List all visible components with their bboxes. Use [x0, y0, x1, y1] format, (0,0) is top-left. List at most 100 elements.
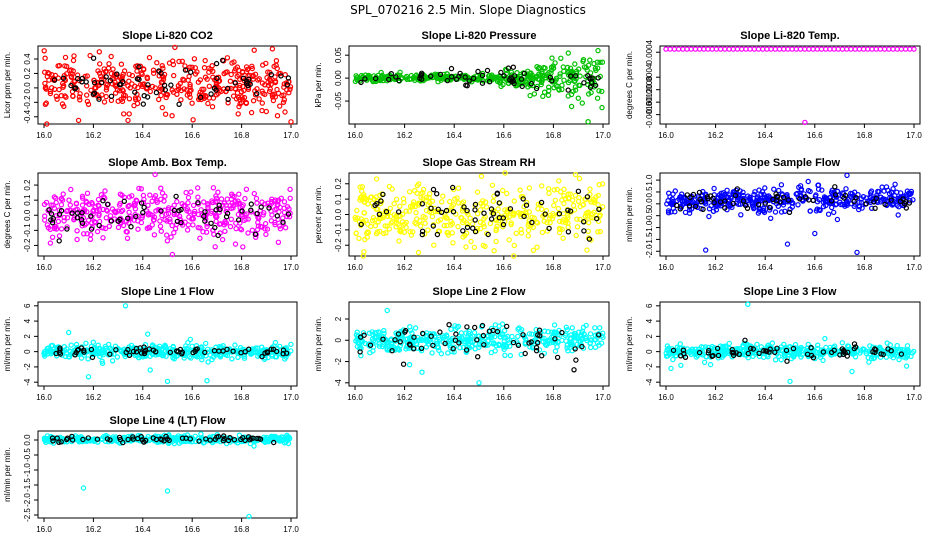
data-point — [110, 66, 116, 72]
data-point — [202, 92, 209, 99]
data-point-subset — [522, 350, 528, 357]
data-point — [852, 46, 858, 52]
data-point — [743, 46, 749, 52]
y-tick-label: -0.0008 — [645, 76, 654, 104]
data-point-subset — [461, 204, 467, 210]
data-point — [184, 227, 191, 233]
data-point — [381, 327, 387, 334]
data-point-subset — [208, 91, 214, 97]
data-point — [539, 229, 546, 236]
data-point — [109, 206, 116, 212]
data-point-subset — [107, 77, 114, 84]
data-point — [894, 342, 900, 349]
data-point — [467, 215, 473, 221]
data-point — [100, 225, 106, 231]
data-point — [61, 214, 67, 221]
data-point — [179, 58, 185, 65]
y-tick-label: -0.4 — [23, 109, 32, 123]
data-point-subset — [418, 73, 424, 79]
data-point-subset — [243, 80, 250, 87]
data-point — [56, 233, 63, 239]
data-point — [74, 228, 80, 234]
data-point-subset — [472, 324, 478, 331]
y-tick-label: 0.0004 — [645, 39, 654, 64]
data-point-subset — [202, 218, 208, 224]
data-point-subset — [285, 75, 292, 81]
data-point — [425, 202, 431, 208]
data-point — [541, 218, 547, 224]
data-point — [511, 210, 517, 216]
data-point — [423, 207, 430, 214]
data-point — [557, 73, 563, 80]
data-point — [372, 217, 378, 223]
data-point-outlier — [784, 241, 791, 247]
data-point — [439, 199, 445, 205]
data-point-outlier — [85, 374, 92, 380]
data-point — [372, 222, 379, 229]
data-point — [734, 46, 741, 52]
data-point-subset — [246, 76, 252, 83]
data-point — [108, 53, 114, 60]
data-point — [273, 58, 280, 64]
data-point-subset — [125, 215, 131, 221]
data-point — [869, 205, 875, 211]
data-point-subset — [187, 69, 194, 75]
data-point-subset — [509, 79, 515, 85]
data-point — [125, 203, 131, 210]
data-point — [134, 68, 140, 74]
data-point — [76, 94, 83, 100]
data-point — [138, 70, 144, 76]
x-tick-label: 16.8 — [546, 263, 562, 272]
data-point-outlier — [65, 329, 72, 336]
data-point — [458, 214, 464, 221]
data-point — [577, 82, 583, 89]
panel-title: Slope Amb. Box Temp. — [108, 157, 227, 169]
data-point — [596, 181, 602, 188]
panel-4: Slope Amb. Box Temp.16.0 16.2 16.4 16.6 16.8… — [3, 157, 299, 272]
data-point — [595, 229, 601, 235]
data-point — [272, 94, 278, 100]
data-point — [426, 194, 432, 201]
data-point-subset — [248, 207, 254, 213]
data-point — [420, 186, 427, 193]
data-point-subset — [224, 210, 231, 217]
data-point — [491, 247, 497, 254]
data-point — [124, 229, 130, 235]
data-point — [164, 238, 171, 244]
data-point — [189, 64, 195, 71]
data-point — [103, 93, 109, 100]
data-point-subset — [98, 79, 105, 86]
data-point-subset — [463, 82, 469, 88]
x-tick-label: 16.6 — [807, 131, 823, 140]
x-tick-label: 17.0 — [906, 263, 922, 272]
data-point — [572, 171, 579, 178]
y-axis-label: ml/min per min. — [314, 317, 323, 372]
data-point-subset — [232, 80, 238, 86]
x-tick-label: 16.2 — [397, 393, 413, 402]
data-point — [248, 109, 255, 116]
y-tick-label: -4 — [23, 378, 32, 386]
y-tick-label: -0.2 — [334, 238, 343, 252]
data-point — [138, 186, 144, 192]
data-point — [527, 92, 533, 99]
data-point — [191, 56, 198, 62]
data-point — [74, 72, 81, 78]
x-tick-label: 16.2 — [708, 131, 724, 140]
data-point — [450, 240, 456, 246]
data-point — [126, 96, 133, 102]
data-point — [902, 46, 909, 52]
data-point — [831, 46, 837, 52]
data-point — [555, 205, 562, 212]
data-point-subset — [549, 77, 555, 84]
data-point — [79, 195, 86, 201]
data-point-subset — [223, 213, 230, 220]
data-point — [255, 223, 262, 229]
data-point-subset — [240, 75, 247, 82]
data-point — [152, 192, 159, 199]
y-tick-label: -2 — [334, 357, 343, 365]
data-point-subset — [274, 213, 280, 219]
data-point — [455, 185, 462, 191]
data-point-subset — [145, 82, 151, 88]
x-tick-label: 16.2 — [397, 131, 413, 140]
